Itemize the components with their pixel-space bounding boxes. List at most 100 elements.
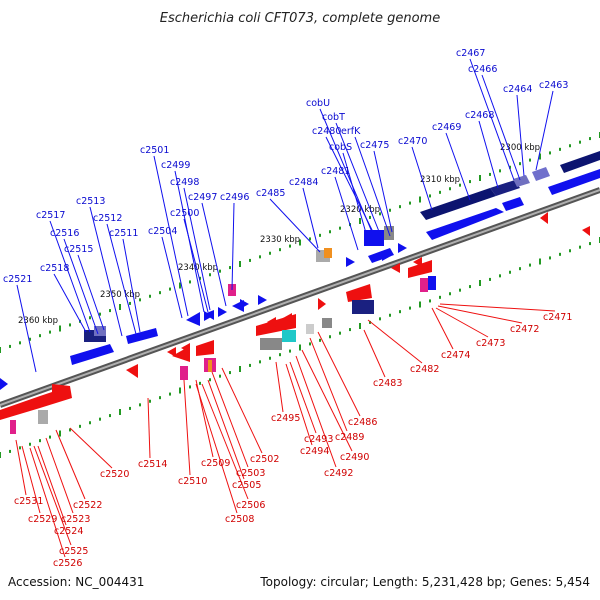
gene-c2493[interactable] bbox=[260, 338, 282, 350]
gene-arrow[interactable] bbox=[391, 263, 400, 273]
gene-c2498[interactable] bbox=[186, 312, 200, 326]
gene-arrow[interactable] bbox=[258, 295, 267, 305]
gene-label[interactable]: c2497 bbox=[188, 192, 217, 203]
gene-label[interactable]: c2522 bbox=[73, 500, 102, 511]
gene-label[interactable]: c2517 bbox=[36, 210, 65, 221]
gene-c2531[interactable] bbox=[10, 420, 16, 434]
gene-block-a[interactable] bbox=[426, 208, 504, 240]
gene-arrow[interactable] bbox=[218, 307, 227, 317]
gene-label[interactable]: c2474 bbox=[441, 350, 470, 361]
gene-label[interactable]: c2466 bbox=[468, 64, 497, 75]
gene-label[interactable]: c2468 bbox=[465, 110, 494, 121]
gene-label[interactable]: c2500 bbox=[170, 208, 199, 219]
gene-label[interactable]: c2509 bbox=[201, 458, 230, 469]
gene-c2509[interactable] bbox=[196, 340, 214, 356]
gene-block-c[interactable] bbox=[548, 169, 600, 195]
gene-c2490[interactable] bbox=[306, 324, 314, 334]
gene-c2472[interactable] bbox=[540, 212, 548, 224]
gene-c2514[interactable] bbox=[126, 364, 138, 378]
gene-label[interactable]: c2501 bbox=[140, 145, 169, 156]
gene-label[interactable]: c2506 bbox=[236, 500, 265, 511]
gene-c2471[interactable] bbox=[582, 226, 590, 236]
gene-label[interactable]: c2508 bbox=[225, 514, 254, 525]
gene-label[interactable]: c2494 bbox=[300, 446, 329, 457]
gene-label[interactable]: cobS bbox=[329, 142, 352, 153]
gene-arrow[interactable] bbox=[283, 313, 292, 323]
gene-c2526[interactable] bbox=[52, 384, 70, 398]
gene-label[interactable]: c2463 bbox=[539, 80, 568, 91]
gene-label[interactable]: c2511 bbox=[109, 228, 138, 239]
gene-label[interactable]: c2510 bbox=[178, 476, 207, 487]
gene-label[interactable]: c2485 bbox=[256, 188, 285, 199]
gene-label[interactable]: c2492 bbox=[324, 468, 353, 479]
gene-label[interactable]: c2475 bbox=[360, 140, 389, 151]
gene-label[interactable]: c2529 bbox=[28, 514, 57, 525]
gene-label[interactable]: c2499 bbox=[161, 160, 190, 171]
gene-label[interactable]: cobU bbox=[306, 98, 330, 109]
gene-c2506[interactable] bbox=[208, 360, 212, 372]
gene-c2489[interactable] bbox=[318, 298, 326, 310]
gene-block-b[interactable] bbox=[502, 197, 524, 211]
gene-label[interactable]: c2513 bbox=[76, 196, 105, 207]
gene-label[interactable]: cobT bbox=[322, 112, 345, 123]
gene-c2482[interactable] bbox=[352, 300, 374, 314]
gene-arrow[interactable] bbox=[398, 243, 407, 253]
gene-label[interactable]: c2482 bbox=[410, 364, 439, 375]
gene-c2508[interactable] bbox=[180, 366, 188, 380]
gene-arrow[interactable] bbox=[181, 343, 190, 353]
gene-label[interactable]: c2526 bbox=[53, 558, 82, 569]
gene-label[interactable]: c2496 bbox=[220, 192, 249, 203]
gene-arrow[interactable] bbox=[413, 257, 422, 267]
gene-c2463[interactable] bbox=[560, 151, 600, 173]
gene-label[interactable]: c2516 bbox=[50, 228, 79, 239]
gene-c2467[interactable] bbox=[420, 188, 496, 220]
gene-purple-a[interactable] bbox=[532, 167, 550, 181]
gene-label[interactable]: c2495 bbox=[271, 413, 300, 424]
gene-label[interactable]: c2484 bbox=[289, 177, 318, 188]
gene-c2466[interactable] bbox=[490, 180, 520, 196]
gene-label[interactable]: c2469 bbox=[432, 122, 461, 133]
gene-label[interactable]: c2520 bbox=[100, 469, 129, 480]
gene-cobS[interactable] bbox=[364, 230, 384, 246]
gene-c2521[interactable] bbox=[0, 378, 8, 390]
gene-c2480[interactable] bbox=[428, 276, 436, 290]
gene-arrow[interactable] bbox=[267, 317, 276, 327]
gene-label[interactable]: c2480 bbox=[312, 126, 341, 137]
gene-label[interactable]: c2490 bbox=[340, 452, 369, 463]
gene-label[interactable]: c2525 bbox=[59, 546, 88, 557]
gene-label[interactable]: c2483 bbox=[373, 378, 402, 389]
gene-c2513[interactable] bbox=[126, 328, 158, 344]
gene-label[interactable]: c2489 bbox=[335, 432, 364, 443]
gene-label[interactable]: c2486 bbox=[348, 417, 377, 428]
gene-c2475[interactable] bbox=[368, 248, 394, 263]
gene-c2522[interactable] bbox=[38, 410, 48, 424]
gene-label[interactable]: c2481 bbox=[321, 166, 350, 177]
gene-label[interactable]: c2523 bbox=[61, 514, 90, 525]
gene-label[interactable]: c2515 bbox=[64, 244, 93, 255]
gene-c2485[interactable] bbox=[324, 248, 332, 258]
gene-label[interactable]: c2493 bbox=[304, 434, 333, 445]
gene-label[interactable]: c2524 bbox=[54, 526, 83, 537]
gene-arrow[interactable] bbox=[240, 299, 249, 309]
gene-label[interactable]: c2512 bbox=[93, 213, 122, 224]
gene-label[interactable]: c2502 bbox=[250, 454, 279, 465]
gene-label[interactable]: c2473 bbox=[476, 338, 505, 349]
gene-label[interactable]: c2505 bbox=[232, 480, 261, 491]
gene-c2504[interactable] bbox=[94, 326, 106, 336]
gene-label[interactable]: c2470 bbox=[398, 136, 427, 147]
gene-label[interactable]: c2498 bbox=[170, 177, 199, 188]
gene-arrow[interactable] bbox=[204, 311, 213, 321]
gene-label[interactable]: c2471 bbox=[543, 312, 572, 323]
gene-label[interactable]: c2518 bbox=[40, 263, 69, 274]
gene-c2474[interactable] bbox=[408, 260, 432, 278]
gene-c2486[interactable] bbox=[322, 318, 332, 328]
gene-label[interactable]: c2472 bbox=[510, 324, 539, 335]
gene-label[interactable]: c2531 bbox=[14, 496, 43, 507]
gene-label[interactable]: c2504 bbox=[148, 226, 177, 237]
gene-label[interactable]: c2521 bbox=[3, 274, 32, 285]
gene-arrow[interactable] bbox=[382, 251, 391, 261]
gene-label[interactable]: c2503 bbox=[236, 468, 265, 479]
gene-c2511[interactable] bbox=[70, 344, 114, 365]
gene-label[interactable]: c2514 bbox=[138, 459, 167, 470]
gene-label[interactable]: erfK bbox=[341, 126, 361, 137]
